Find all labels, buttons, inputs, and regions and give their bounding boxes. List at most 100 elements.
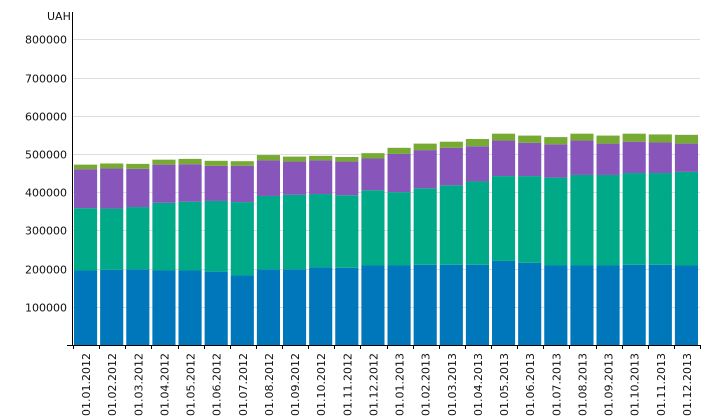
bar-segment-series-4 xyxy=(674,134,699,144)
bar-segment-series-3 xyxy=(387,153,411,193)
y-tick-label: 700000 xyxy=(25,73,67,86)
y-tick-label: 200000 xyxy=(25,264,67,277)
x-tick-label: 01.02.2012 xyxy=(106,353,119,416)
bar-segment-series-3 xyxy=(335,161,359,196)
bar-segment-series-2 xyxy=(335,195,359,268)
bar-segment-series-1 xyxy=(439,264,463,345)
bar-segment-series-4 xyxy=(648,134,672,143)
bar-segment-series-3 xyxy=(544,144,568,178)
bar-segment-series-4 xyxy=(230,161,254,166)
bar-segment-series-4 xyxy=(256,155,281,161)
bar-segment-series-2 xyxy=(74,208,98,271)
bar-segment-series-2 xyxy=(361,190,385,266)
x-tick-label: 01.11.2012 xyxy=(341,353,354,416)
bar-segment-series-1 xyxy=(309,267,333,345)
bar-segment-series-4 xyxy=(74,164,98,170)
bar-segment-series-4 xyxy=(596,135,620,144)
bar-segment-series-4 xyxy=(518,135,542,143)
y-tick-label: 800000 xyxy=(25,34,67,47)
bar-segment-series-3 xyxy=(622,141,646,174)
x-tick-label: 01.07.2013 xyxy=(550,353,563,416)
y-axis-unit-label: UAH xyxy=(47,10,71,23)
x-tick-label: 01.04.2013 xyxy=(472,353,485,416)
x-tick-label: 01.01.2013 xyxy=(394,353,407,416)
y-tick-label: 400000 xyxy=(25,187,67,200)
bar-segment-series-1 xyxy=(335,267,359,345)
bar-segment-series-4 xyxy=(439,141,463,148)
bar-segment-series-1 xyxy=(544,265,568,345)
bar-segment-series-2 xyxy=(204,200,228,272)
x-tick-label: 01.01.2012 xyxy=(80,353,93,416)
bar-segment-series-2 xyxy=(622,173,646,265)
y-tick-labels: 100000 200000 300000 400000 500000 600000 7000… xyxy=(25,34,67,315)
x-tick-label: 01.11.2013 xyxy=(655,353,668,416)
bar-segment-series-2 xyxy=(570,174,594,266)
x-tick-label: 01.09.2012 xyxy=(289,353,302,416)
bar-segment-series-1 xyxy=(152,270,176,345)
x-tick-label: 01.12.2012 xyxy=(367,353,380,416)
bar-segment-series-3 xyxy=(648,142,672,174)
bar-segment-series-4 xyxy=(622,133,646,142)
bar-segment-series-4 xyxy=(492,133,516,141)
bar-segment-series-3 xyxy=(413,150,437,189)
bars xyxy=(74,133,699,345)
bar-segment-series-4 xyxy=(361,153,385,159)
x-tick-label: 01.12.2013 xyxy=(681,353,694,416)
axes xyxy=(67,12,701,349)
bar-segment-series-1 xyxy=(256,269,281,345)
x-tick-label: 01.06.2012 xyxy=(211,353,224,416)
bar-segment-series-2 xyxy=(387,192,411,266)
bar-segment-series-1 xyxy=(674,265,699,345)
bar-segment-series-4 xyxy=(204,160,228,166)
x-tick-label: 01.05.2012 xyxy=(185,353,198,416)
bar-segment-series-1 xyxy=(74,270,98,345)
bar-segment-series-3 xyxy=(283,161,307,195)
x-tick-labels: 01.01.2012 01.02.2012 01.03.2012 01.04.2012… xyxy=(80,353,694,416)
bar-segment-series-2 xyxy=(178,201,202,271)
x-tick-label: 01.04.2012 xyxy=(158,353,171,416)
bar-segment-series-4 xyxy=(570,133,594,141)
bar-segment-series-3 xyxy=(256,160,281,196)
bar-segment-series-2 xyxy=(283,194,307,270)
bar-segment-series-1 xyxy=(126,269,150,345)
bar-segment-series-4 xyxy=(152,159,176,165)
bar-segment-series-2 xyxy=(648,173,672,265)
bar-segment-series-3 xyxy=(518,142,542,177)
bar-segment-series-4 xyxy=(413,143,437,151)
bar-segment-series-1 xyxy=(570,265,594,345)
bar-segment-series-4 xyxy=(465,139,490,147)
x-tick-label: 01.10.2012 xyxy=(315,353,328,416)
bar-segment-series-3 xyxy=(178,164,202,202)
bar-segment-series-3 xyxy=(126,168,150,208)
bar-segment-series-4 xyxy=(100,163,124,169)
gridlines xyxy=(73,39,700,308)
bar-segment-series-2 xyxy=(492,176,516,261)
bar-segment-series-3 xyxy=(309,160,333,195)
bar-segment-series-1 xyxy=(518,262,542,345)
x-tick-label: 01.03.2012 xyxy=(132,353,145,416)
bar-segment-series-1 xyxy=(178,270,202,345)
bar-segment-series-4 xyxy=(387,147,411,154)
bar-segment-series-3 xyxy=(596,143,620,175)
y-tick-label: 100000 xyxy=(25,302,67,315)
bar-segment-series-1 xyxy=(648,264,672,345)
bar-segment-series-1 xyxy=(283,269,307,345)
bar-segment-series-3 xyxy=(100,168,124,209)
bar-segment-series-2 xyxy=(465,181,490,265)
bar-segment-series-1 xyxy=(204,271,228,345)
bar-segment-series-2 xyxy=(518,176,542,263)
bar-segment-series-4 xyxy=(544,137,568,145)
y-tick-label: 500000 xyxy=(25,149,67,162)
x-tick-label: 01.10.2013 xyxy=(629,353,642,416)
bar-segment-series-2 xyxy=(230,202,254,276)
bar-segment-series-4 xyxy=(283,156,307,162)
x-tick-label: 01.06.2013 xyxy=(524,353,537,416)
bar-segment-series-4 xyxy=(178,158,202,165)
bar-segment-series-2 xyxy=(152,202,176,271)
y-tick-label: 600000 xyxy=(25,111,67,124)
bar-segment-series-3 xyxy=(674,143,699,172)
bar-segment-series-3 xyxy=(361,158,385,191)
bar-segment-series-2 xyxy=(309,194,333,268)
bar-segment-series-3 xyxy=(152,164,176,203)
bar-segment-series-2 xyxy=(674,171,699,266)
